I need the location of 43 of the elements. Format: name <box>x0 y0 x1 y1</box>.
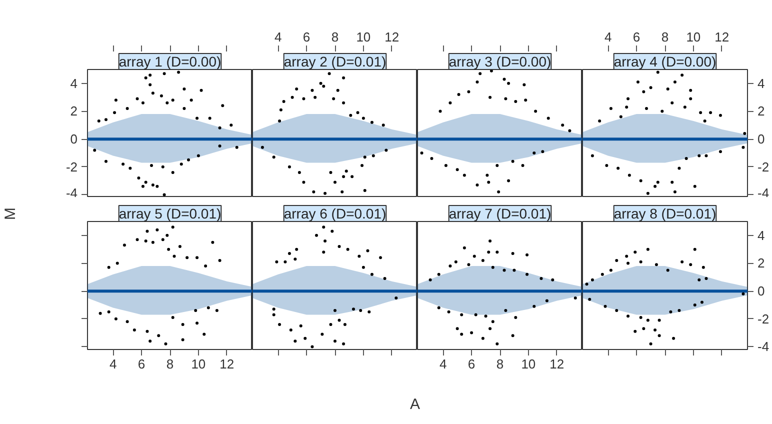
y-tick-label: -2 <box>66 159 78 174</box>
x-tick-label: 10 <box>686 30 701 44</box>
x-tick-label: 10 <box>521 356 536 372</box>
x-tick-label: 10 <box>191 356 206 372</box>
x-tick-label: 6 <box>468 356 476 372</box>
x-tick-label: 6 <box>302 30 310 44</box>
x-tick-label: 6 <box>138 356 146 372</box>
y-tick-label: -2 <box>758 311 770 326</box>
chart-title: array 5 (D=0.01) <box>118 206 222 222</box>
y-tick-label: 2 <box>758 104 765 119</box>
x-tick-label: 4 <box>274 30 282 44</box>
chart-title: array 3 (D=0.00) <box>448 54 552 70</box>
y-tick-label: 2 <box>758 256 765 271</box>
y-tick-label: 0 <box>70 132 78 147</box>
y-axis-title: M <box>1 208 20 220</box>
y-tick-label: 0 <box>758 284 765 299</box>
x-tick-label: 12 <box>550 356 564 372</box>
x-tick-label: 12 <box>714 30 730 44</box>
x-tick-label: 4 <box>604 30 612 44</box>
chart-title: array 2 (D=0.01) <box>284 54 386 70</box>
x-tick-label: 10 <box>356 30 371 44</box>
y-tick-label: 4 <box>758 228 765 243</box>
x-tick-label: 6 <box>632 30 640 44</box>
x-tick-label: 4 <box>439 356 447 372</box>
chart-title: array 1 (D=0.00) <box>118 54 222 70</box>
x-tick-label: 8 <box>331 30 339 44</box>
x-tick-label: 4 <box>109 356 117 372</box>
x-tick-label: 12 <box>384 30 400 44</box>
y-tick-label: 0 <box>758 132 765 147</box>
chart-title: array 6 (D=0.01) <box>284 206 386 222</box>
chart-title: array 7 (D=0.01) <box>448 206 552 222</box>
chart-title: array 4 (D=0.00) <box>614 54 716 70</box>
x-tick-label: 8 <box>166 356 174 372</box>
x-tick-label: 12 <box>220 356 234 372</box>
chart-title: array 8 (D=0.01) <box>614 206 716 222</box>
x-axis-title: A <box>410 395 420 415</box>
y-tick-label: 2 <box>70 104 78 119</box>
y-tick-label: -2 <box>758 159 770 174</box>
y-tick-label: -4 <box>758 339 770 354</box>
y-tick-label: 4 <box>758 76 765 91</box>
x-tick-label: 8 <box>496 356 504 372</box>
y-tick-label: 4 <box>70 76 78 91</box>
x-tick-label: 8 <box>661 30 669 44</box>
